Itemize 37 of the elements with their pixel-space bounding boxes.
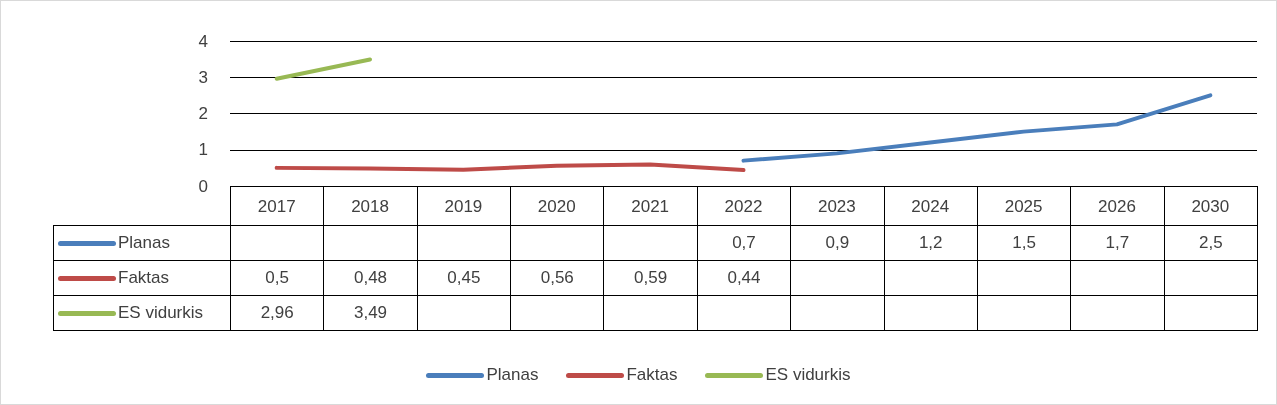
- data-label: 0,56: [510, 260, 604, 296]
- data-label: 0,7: [697, 225, 791, 261]
- data-label: 1,7: [1070, 225, 1165, 261]
- data-label: 0,9: [790, 225, 885, 261]
- data-label: 0,5: [230, 260, 324, 296]
- data-label: 0,59: [603, 260, 698, 296]
- x-tick-label: 2019: [444, 197, 483, 216]
- y-tick-label: 2: [198, 104, 208, 123]
- text: Planas: [118, 233, 170, 252]
- x-tick-label: 2024: [911, 197, 950, 216]
- y-tick-label: 0: [198, 176, 208, 196]
- x-tick-label: 2023: [817, 197, 856, 216]
- data-label: 1,5: [977, 225, 1071, 261]
- y-tick-label: 1: [198, 140, 208, 160]
- text: ES vidurkis: [765, 365, 851, 384]
- data-label: 1,2: [884, 225, 978, 261]
- line-series: [741, 93, 1213, 163]
- x-tick-label: 2022: [724, 197, 763, 216]
- data-label: 2,5: [1164, 225, 1258, 261]
- y-tick-label: 4: [198, 31, 208, 51]
- x-tick-label: 2030: [1191, 197, 1230, 216]
- text: Faktas: [626, 365, 678, 384]
- x-tick-label: 2018: [351, 197, 389, 216]
- x-tick-label: 2025: [1004, 197, 1043, 216]
- data-label: 0,45: [417, 260, 511, 296]
- x-tick-label: 2021: [631, 197, 670, 216]
- x-tick-label: 2026: [1098, 197, 1136, 216]
- y-tick-label: 3: [198, 67, 208, 87]
- x-tick-label: 2017: [257, 197, 296, 216]
- legend-label: Faktas: [118, 268, 170, 287]
- legend-label: Planas: [486, 365, 539, 384]
- legend-label: ES vidurkis: [118, 303, 204, 322]
- x-tick-label: 2020: [537, 197, 576, 216]
- data-label: 0,44: [697, 260, 791, 296]
- data-label: 3,49: [323, 295, 418, 331]
- data-label: 2,96: [230, 295, 324, 331]
- data-label: 0,48: [323, 260, 418, 296]
